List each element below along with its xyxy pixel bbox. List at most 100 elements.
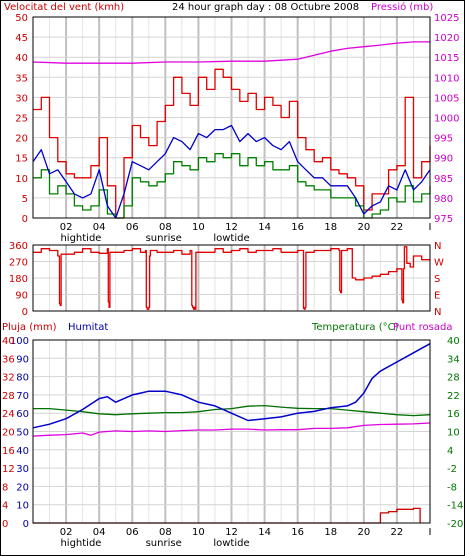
temperature-tick: -14 <box>447 501 463 512</box>
temperature-tick: 10 <box>447 428 460 439</box>
rain-tick: 28 <box>2 391 15 402</box>
wind-speed-tick: 45 <box>15 33 28 44</box>
pressure-tick: 1020 <box>434 33 459 44</box>
humidity-label: Humitat <box>68 322 108 333</box>
temperature-tick: 4 <box>447 446 453 457</box>
rain-line <box>33 507 421 524</box>
hour-label-bottom: 06 <box>126 527 139 538</box>
wind-direction-line <box>33 246 430 310</box>
hour-label-bottom: 18 <box>324 527 337 538</box>
hour-label: 18 <box>324 222 337 233</box>
wind-speed-tick: 35 <box>15 73 28 84</box>
humidity-tick: 90 <box>16 354 29 365</box>
humidity-tick: 40 <box>16 446 29 457</box>
wind-speed-tick: 25 <box>15 114 28 125</box>
humidity-tick: 50 <box>16 428 29 439</box>
temperature-tick: 40 <box>447 336 460 347</box>
wind-speed-tick: 50 <box>15 13 28 24</box>
event-label: lowtide <box>213 538 249 549</box>
hour-label: 12 <box>225 222 238 233</box>
humidity-tick: 0 <box>23 519 29 530</box>
hour-label-bottom: 22 <box>391 527 404 538</box>
hour-label: 06 <box>126 222 139 233</box>
rain-tick: 12 <box>2 464 15 475</box>
humidity-tick: 70 <box>16 391 29 402</box>
wind-speed-tick: 0 <box>22 214 28 225</box>
hour-label: 04 <box>93 222 106 233</box>
chart-title: 24 hour graph day : 08 Octubre 2008 <box>172 2 359 13</box>
humidity-tick: 60 <box>16 409 29 420</box>
rain-tick: 36 <box>2 354 15 365</box>
temperature-tick: 28 <box>447 373 460 384</box>
pressure-tick: 1005 <box>434 93 459 104</box>
hour-label: 20 <box>357 222 370 233</box>
pressure-label: Pressió (mb) <box>371 1 433 13</box>
pressure-tick: 975 <box>434 214 453 225</box>
compass-tick: W <box>434 258 444 269</box>
wind-speed-tick: 15 <box>15 154 28 165</box>
rain-tick: 24 <box>2 409 15 420</box>
hour-label-bottom: 08 <box>159 527 172 538</box>
temperature-tick: 34 <box>447 354 460 365</box>
event-label: sunrise <box>146 538 182 549</box>
hour-label-bottom: 10 <box>192 527 205 538</box>
humidity-line <box>32 343 431 429</box>
temperature-tick: -8 <box>447 482 457 493</box>
temperature-line <box>33 404 431 417</box>
hour-label: 08 <box>159 222 172 233</box>
wind-speed-tick: 10 <box>15 174 28 185</box>
event-label: hightide <box>60 233 101 244</box>
direction-tick: 360 <box>9 241 28 252</box>
humidity-temperature-rain-panel: 0102030405060708090100048121620242832364… <box>2 336 463 549</box>
direction-tick: 0 <box>22 307 28 318</box>
temperature-tick: 16 <box>447 409 460 420</box>
wind-speed-label: Velocitat del vent (kmh) <box>4 2 124 13</box>
humidity-panel-border <box>32 339 431 524</box>
rain-tick: 16 <box>2 446 15 457</box>
wind-speed-tick: 20 <box>15 134 28 145</box>
dewpoint-line <box>32 422 431 437</box>
event-label: hightide <box>60 538 101 549</box>
humidity-tick: 100 <box>10 336 29 347</box>
event-label: sunrise <box>146 233 182 244</box>
compass-tick: E <box>434 291 440 302</box>
hour-label-bottom: 04 <box>93 527 106 538</box>
event-label: lowtide <box>213 233 249 244</box>
compass-tick: N <box>434 307 441 318</box>
direction-tick: 270 <box>9 258 28 269</box>
hour-label: 14 <box>258 222 271 233</box>
wind-speed-tick: 30 <box>15 93 28 104</box>
wind-pressure-panel: 0510152025303540455097598098599099510001… <box>15 13 459 244</box>
rain-tick: 32 <box>2 373 15 384</box>
temperature-tick: -20 <box>447 519 463 530</box>
pressure-tick: 1000 <box>434 114 459 125</box>
pressure-line <box>32 41 430 64</box>
wind-speed-tick: 5 <box>22 194 28 205</box>
temperature-label: Temperatura (°C) <box>311 322 399 333</box>
hour-label: 02 <box>60 222 73 233</box>
pressure-tick: 995 <box>434 134 453 145</box>
rain-tick: 8 <box>2 482 8 493</box>
hour-label-bottom: 02 <box>60 527 73 538</box>
direction-panel-border <box>32 244 431 312</box>
pressure-tick: 1025 <box>434 13 459 24</box>
humidity-tick: 80 <box>16 373 29 384</box>
hour-label: 10 <box>192 222 205 233</box>
temperature-tick: -2 <box>447 464 457 475</box>
pressure-tick: 1010 <box>434 73 459 84</box>
compass-tick: N <box>434 241 441 252</box>
compass-tick: S <box>434 274 440 285</box>
direction-tick: 90 <box>15 291 28 302</box>
hour-label: I <box>429 222 432 233</box>
pressure-tick: 1015 <box>434 53 459 64</box>
direction-tick: 180 <box>9 274 28 285</box>
hour-label-bottom: 20 <box>357 527 370 538</box>
hour-label-bottom: 14 <box>258 527 271 538</box>
hour-label-bottom: 12 <box>225 527 238 538</box>
rain-tick: 0 <box>2 519 8 530</box>
wind-avg-line <box>32 124 431 219</box>
dewpoint-label: Punt rosada <box>393 322 452 333</box>
wind-panel-border <box>32 16 431 219</box>
rain-label: Pluja (mm) <box>2 322 57 333</box>
